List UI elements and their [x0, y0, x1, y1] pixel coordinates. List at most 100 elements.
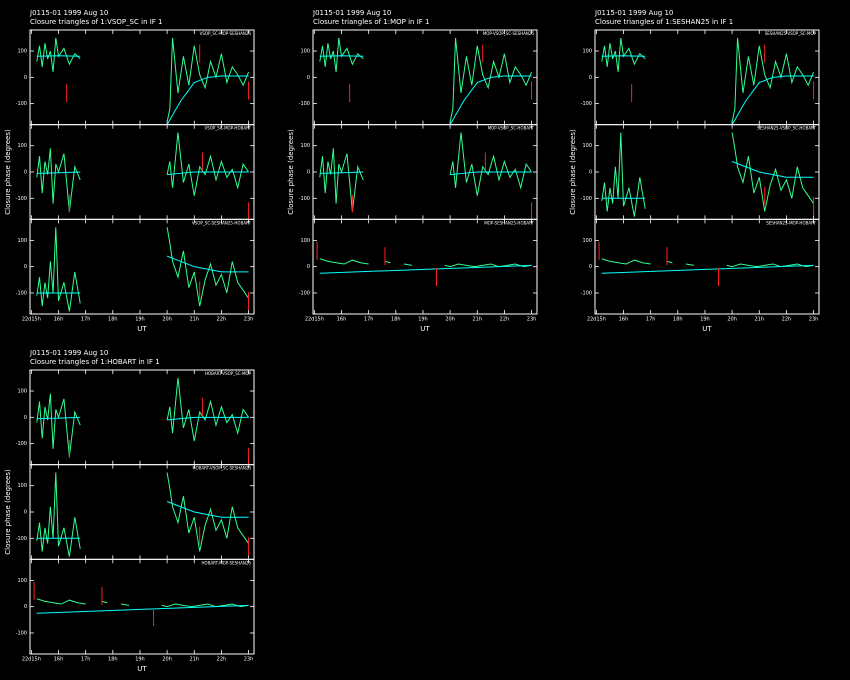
y-tick-label: 100: [17, 49, 27, 55]
panel-frame: [29, 464, 255, 560]
y-axis-label: Closure phase (degrees): [287, 129, 295, 215]
data-line: [444, 263, 532, 268]
data-line: [36, 472, 81, 557]
data-line: [36, 598, 86, 605]
data-line: [601, 37, 646, 73]
y-tick-label: 100: [300, 143, 310, 149]
x-tick-label: 18h: [673, 317, 683, 323]
chart-title: J0115-01 1999 Aug 10: [29, 349, 108, 357]
y-tick-label: 0: [589, 170, 592, 176]
x-tick-label: 22d15h: [587, 317, 606, 323]
model-line: [319, 55, 364, 57]
x-tick-label: 23h: [527, 317, 537, 323]
data-line: [120, 603, 130, 606]
data-line: [36, 393, 81, 457]
x-tick-label: 23h: [244, 657, 254, 663]
y-tick-label: -100: [299, 101, 310, 107]
y-tick-label: -100: [16, 536, 27, 542]
x-tick-label: 21h: [190, 317, 200, 323]
x-tick-label: 23h: [244, 317, 254, 323]
y-tick-label: 0: [307, 264, 310, 270]
data-line: [36, 148, 81, 212]
x-tick-label: 17h: [81, 657, 91, 663]
y-tick-label: 0: [24, 264, 27, 270]
y-tick-label: 100: [17, 143, 27, 149]
data-line: [166, 227, 249, 307]
model-line: [167, 416, 249, 421]
data-line: [666, 260, 673, 264]
y-tick-label: 0: [589, 75, 592, 81]
model-line: [319, 171, 364, 174]
data-line: [36, 227, 81, 312]
x-tick-label: 21h: [190, 657, 200, 663]
y-tick-label: -100: [299, 290, 310, 296]
x-tick-label: 17h: [81, 317, 91, 323]
x-tick-label: 23h: [809, 317, 819, 323]
y-tick-label: -100: [299, 196, 310, 202]
x-axis-label: UT: [137, 325, 147, 333]
data-line: [161, 603, 249, 608]
data-line: [166, 37, 250, 123]
chart-title: J0115-01 1999 Aug 10: [29, 9, 108, 17]
y-tick-label: -100: [581, 101, 592, 107]
x-tick-label: 18h: [391, 317, 401, 323]
y-tick-label: -100: [16, 101, 27, 107]
data-line: [166, 472, 249, 552]
x-tick-label: 20h: [162, 317, 172, 323]
x-tick-label: 19h: [135, 317, 145, 323]
x-tick-label: 18h: [108, 317, 118, 323]
x-tick-label: 21h: [755, 317, 765, 323]
y-tick-label: -100: [16, 630, 27, 636]
y-tick-label: 100: [582, 238, 592, 244]
x-tick-label: 19h: [418, 317, 428, 323]
y-tick-label: 0: [589, 264, 592, 270]
x-tick-label: 16h: [337, 317, 347, 323]
data-line: [166, 377, 249, 442]
y-tick-label: -100: [16, 196, 27, 202]
y-tick-label: 100: [17, 389, 27, 395]
y-tick-label: 0: [307, 75, 310, 81]
model-line: [167, 171, 249, 176]
data-line: [319, 148, 364, 212]
model-line: [449, 75, 532, 125]
x-tick-label: 17h: [364, 317, 374, 323]
data-line: [319, 258, 369, 265]
panel-frame: [29, 29, 255, 126]
y-tick-label: 0: [24, 415, 27, 421]
data-line: [726, 263, 814, 268]
model-line: [319, 264, 532, 274]
x-axis-label: UT: [137, 665, 147, 673]
y-tick-label: 100: [582, 49, 592, 55]
panel-label: HOBART-VSOP_SC-MOP: [205, 371, 252, 376]
model-line: [166, 75, 249, 125]
x-tick-label: 22d15h: [22, 317, 41, 323]
y-tick-label: 0: [307, 170, 310, 176]
model-line: [36, 55, 81, 57]
chart-subtitle: Closure triangles of 1:HOBART in IF 1: [30, 358, 160, 366]
data-line: [36, 37, 81, 73]
panel-frame: [312, 29, 538, 126]
y-tick-label: 100: [17, 238, 27, 244]
y-tick-label: 0: [24, 604, 27, 610]
panel-label: SESHAN25-MOP-HOBART: [766, 220, 816, 225]
x-tick-label: 20h: [445, 317, 455, 323]
model-line: [731, 75, 814, 125]
model-line: [450, 171, 532, 176]
panel-label: HOBART-MOP-SESHAN25: [202, 560, 252, 565]
data-line: [384, 260, 391, 264]
chart-subtitle: Closure triangles of 1:MOP in IF 1: [313, 18, 429, 26]
model-line: [36, 171, 81, 174]
data-line: [449, 37, 533, 123]
y-axis-label: Closure phase (degrees): [4, 469, 12, 555]
model-line: [36, 416, 81, 420]
panel-label: VSOP_SC-MOP-SESHAN25: [200, 31, 252, 36]
panel-label: SESHAN25-VSOP_SC-HOBART: [757, 126, 816, 131]
model-line: [601, 55, 646, 57]
panel-label: MOP-SESHAN25-HOBART: [484, 220, 534, 225]
y-tick-label: 0: [24, 170, 27, 176]
panel-label: MOP-VSOP_SC-SESHAN25: [483, 31, 535, 36]
